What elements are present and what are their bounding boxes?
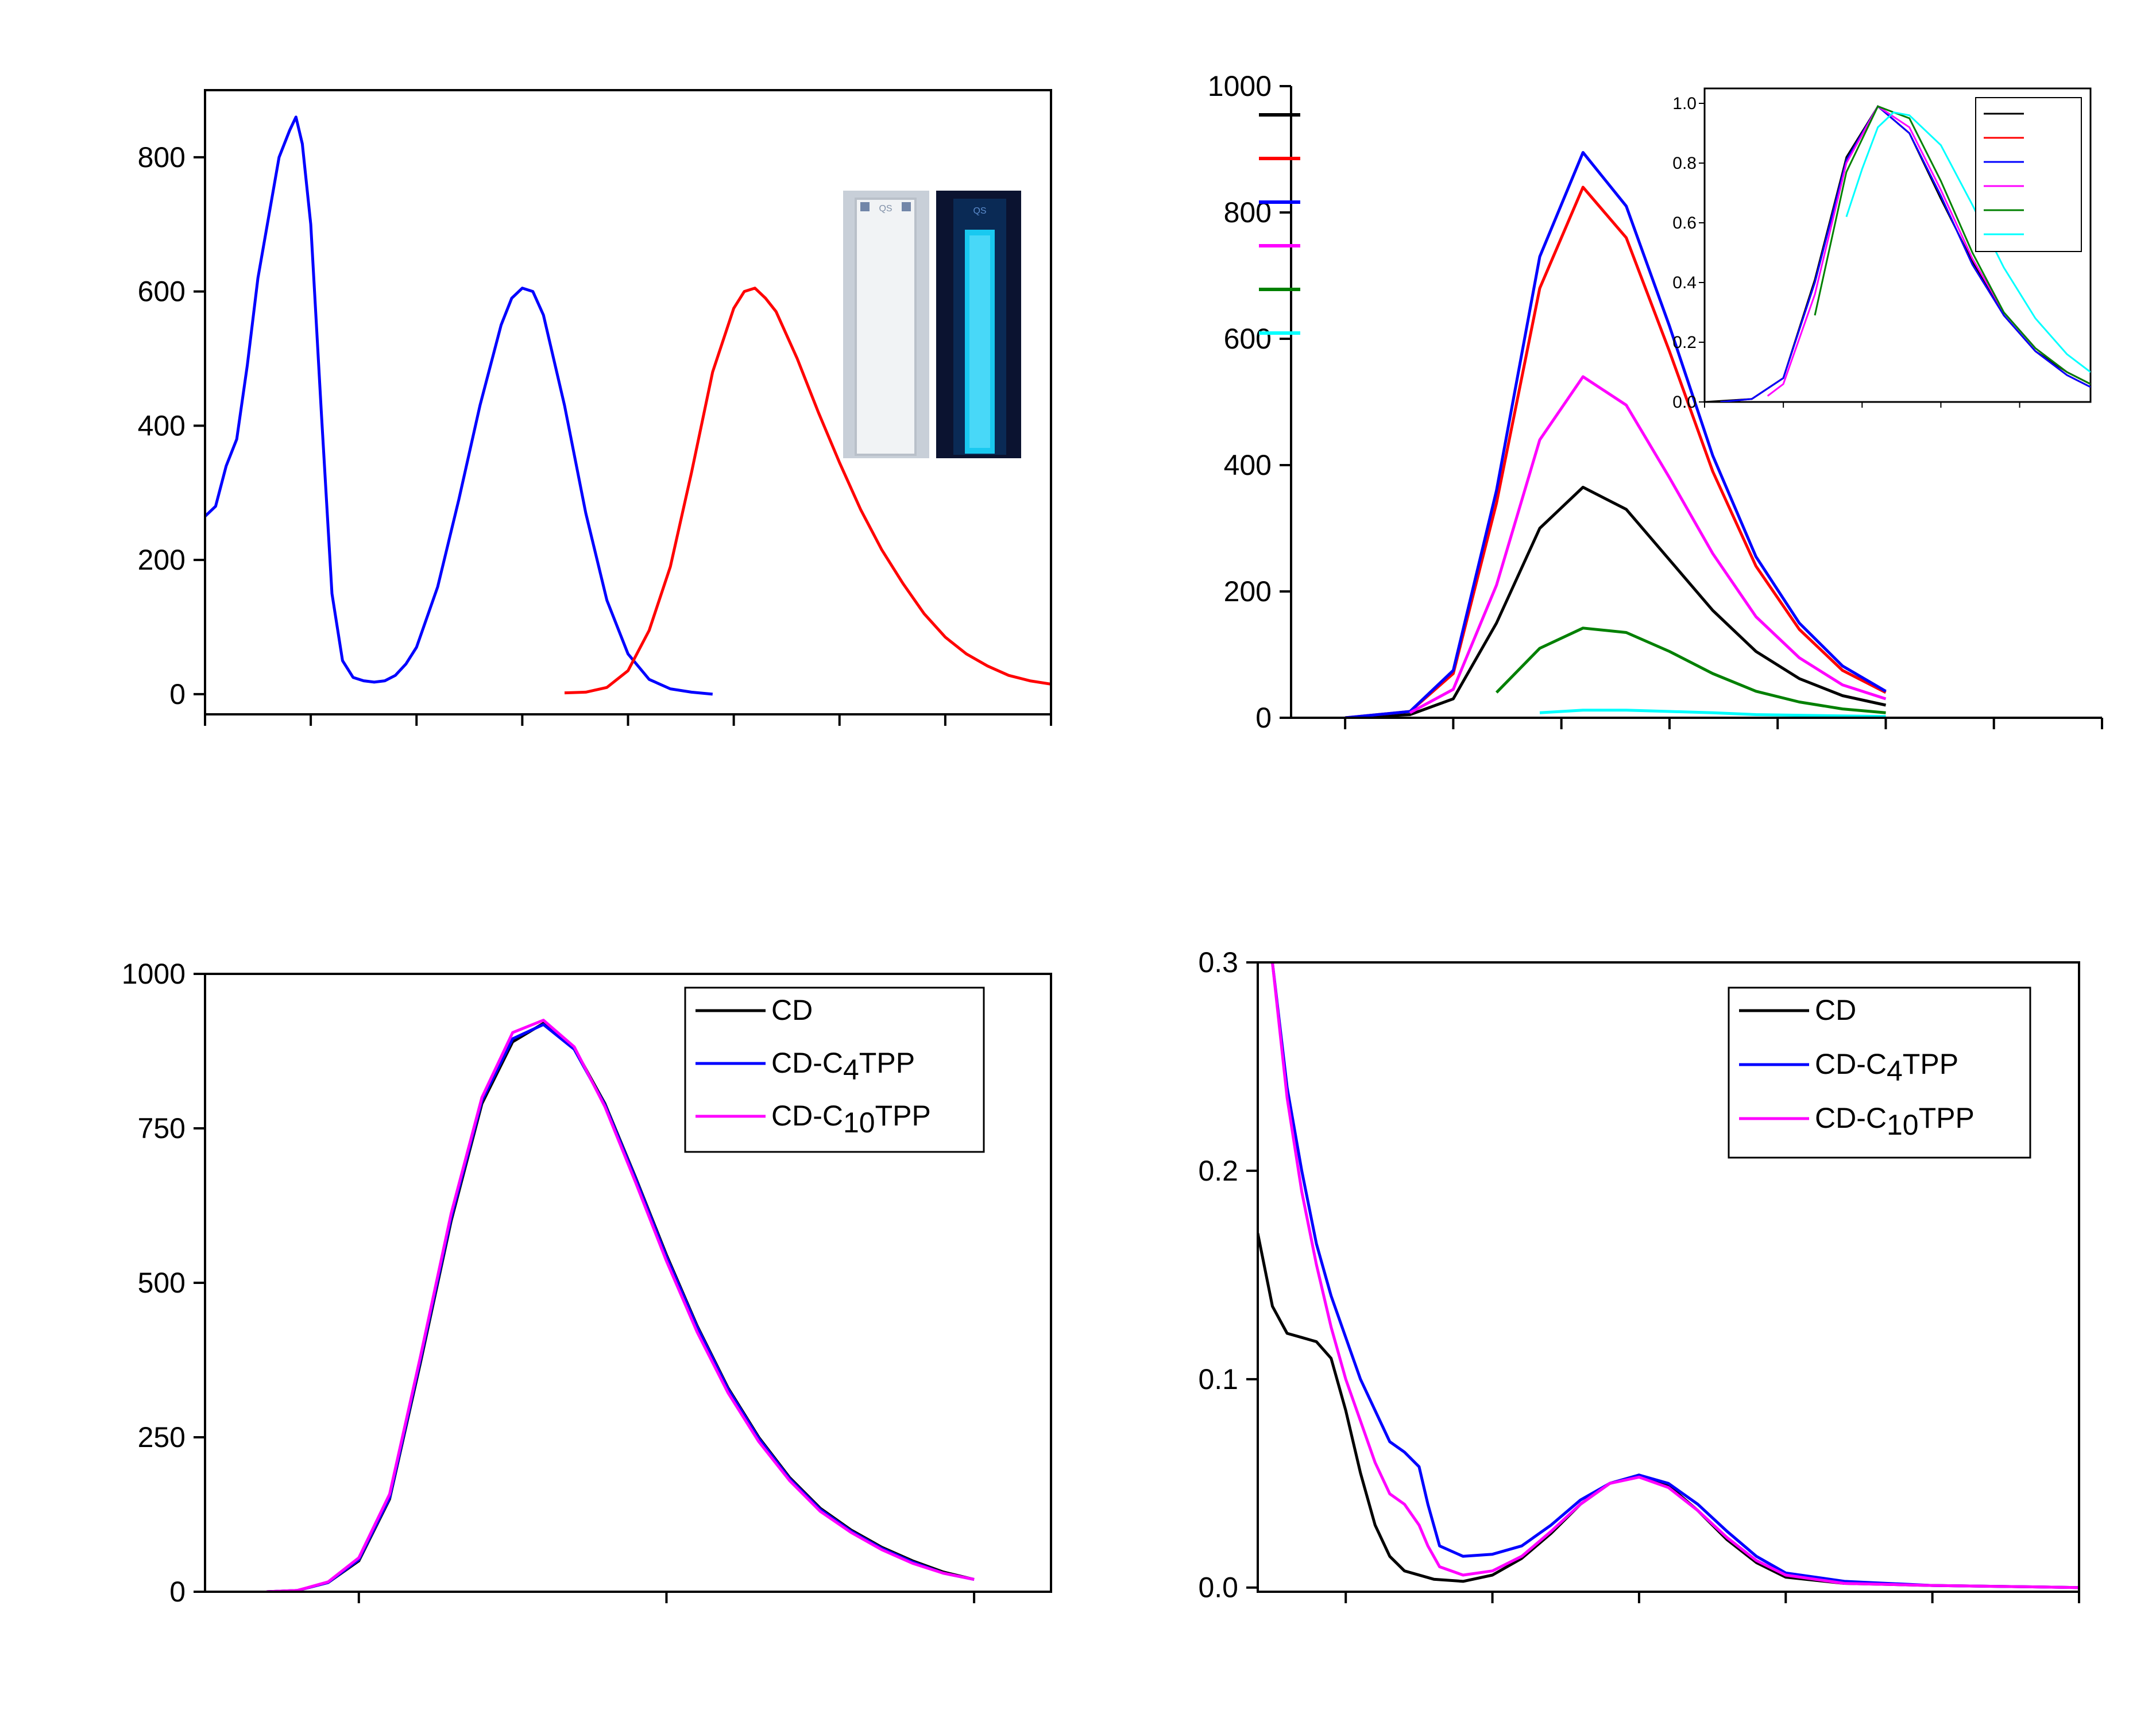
y-tick-label: 400 [1224,449,1272,481]
inset-series-group [1705,105,2091,402]
y-tick-label: 750 [138,1112,186,1144]
series-group [1344,151,1887,718]
y-tick-label: 600 [138,276,186,308]
inset-chart: 0.0 0.2 0.4 0.6 0.8 1.0 [1672,87,2092,412]
panel-d-chart: 0.0 0.1 0.2 0.3 CD CD-C4TPP CD-C10TPP [1198,946,2080,1604]
y-tick-label: 600 [1224,323,1272,355]
series-line [1271,962,2079,1589]
series-line [1344,486,1887,718]
y-tick-label: 0.3 [1198,946,1238,978]
y-tick-label: 0 [169,1576,186,1608]
daylight-cuvette-mark-left [860,202,870,211]
y-tick-label: 400 [138,409,186,442]
inset-y-tick-label: 1.0 [1672,94,1697,113]
y-tick-label: 250 [138,1421,186,1453]
y-tick-label: 0 [1255,702,1272,734]
series-line [1409,375,1887,714]
legend-label: CD [771,994,813,1026]
series-group [205,115,1051,696]
y-tick-label: 0.1 [1198,1363,1238,1395]
series-line [1344,151,1887,718]
y-tick-label: 1000 [1208,70,1272,102]
y-tick-label: 0.2 [1198,1155,1238,1187]
daylight-cuvette [855,198,917,456]
inset-y-tick-label: 0.2 [1672,333,1697,352]
cuvette-photo: QS QS [843,191,1021,458]
series-line [205,115,713,696]
y-tick-label: 500 [138,1267,186,1299]
y-tick-label: 0 [169,678,186,710]
plot-frame [1257,961,2080,1593]
legend-label: CD [1815,994,1856,1026]
uv-cuvette-label: QS [973,206,986,216]
inset-y-tick-label: 0.0 [1672,393,1697,412]
legend-label: CD-C10TPP [771,1100,931,1139]
inset-y-tick-label: 0.4 [1672,273,1697,292]
series-line [1539,709,1886,718]
panel-a-chart: 0 200 400 600 800 [138,89,1052,726]
series-group [266,1019,975,1592]
legend-label: CD-C4TPP [771,1047,915,1086]
series-line [564,287,1051,695]
uv-fluorescence-core [969,235,990,448]
y-tick-label: 200 [138,544,186,576]
legend-label: CD-C4TPP [1815,1048,1958,1087]
panel-c-chart: 0 250 500 750 1000 CD CD-C4TPP CD-C10TPP [122,958,1052,1608]
series-line [1344,185,1887,718]
daylight-cuvette-mark-right [902,202,911,211]
series-line [1495,626,1886,714]
inset-y-tick-label: 0.6 [1672,214,1697,233]
y-tick-label: 200 [1224,575,1272,608]
legend-box [1728,987,2031,1159]
y-tick-label: 1000 [122,958,186,990]
y-tick-label: 0.0 [1198,1572,1238,1604]
series-line [1258,1233,2079,1589]
inset-legend-box [1975,97,2082,252]
daylight-cuvette-label: QS [879,204,892,214]
inset-y-tick-label: 0.8 [1672,154,1697,173]
series-line [1271,962,2079,1589]
inset-series-line [1814,105,2091,385]
inset-series-line [1720,105,2091,402]
inset-series-line [1845,111,2091,373]
legend-box [684,987,985,1153]
legend-label: CD-C10TPP [1815,1102,1975,1141]
y-tick-label: 800 [138,141,186,173]
series-line [266,1019,975,1592]
series-group [1258,962,2079,1589]
